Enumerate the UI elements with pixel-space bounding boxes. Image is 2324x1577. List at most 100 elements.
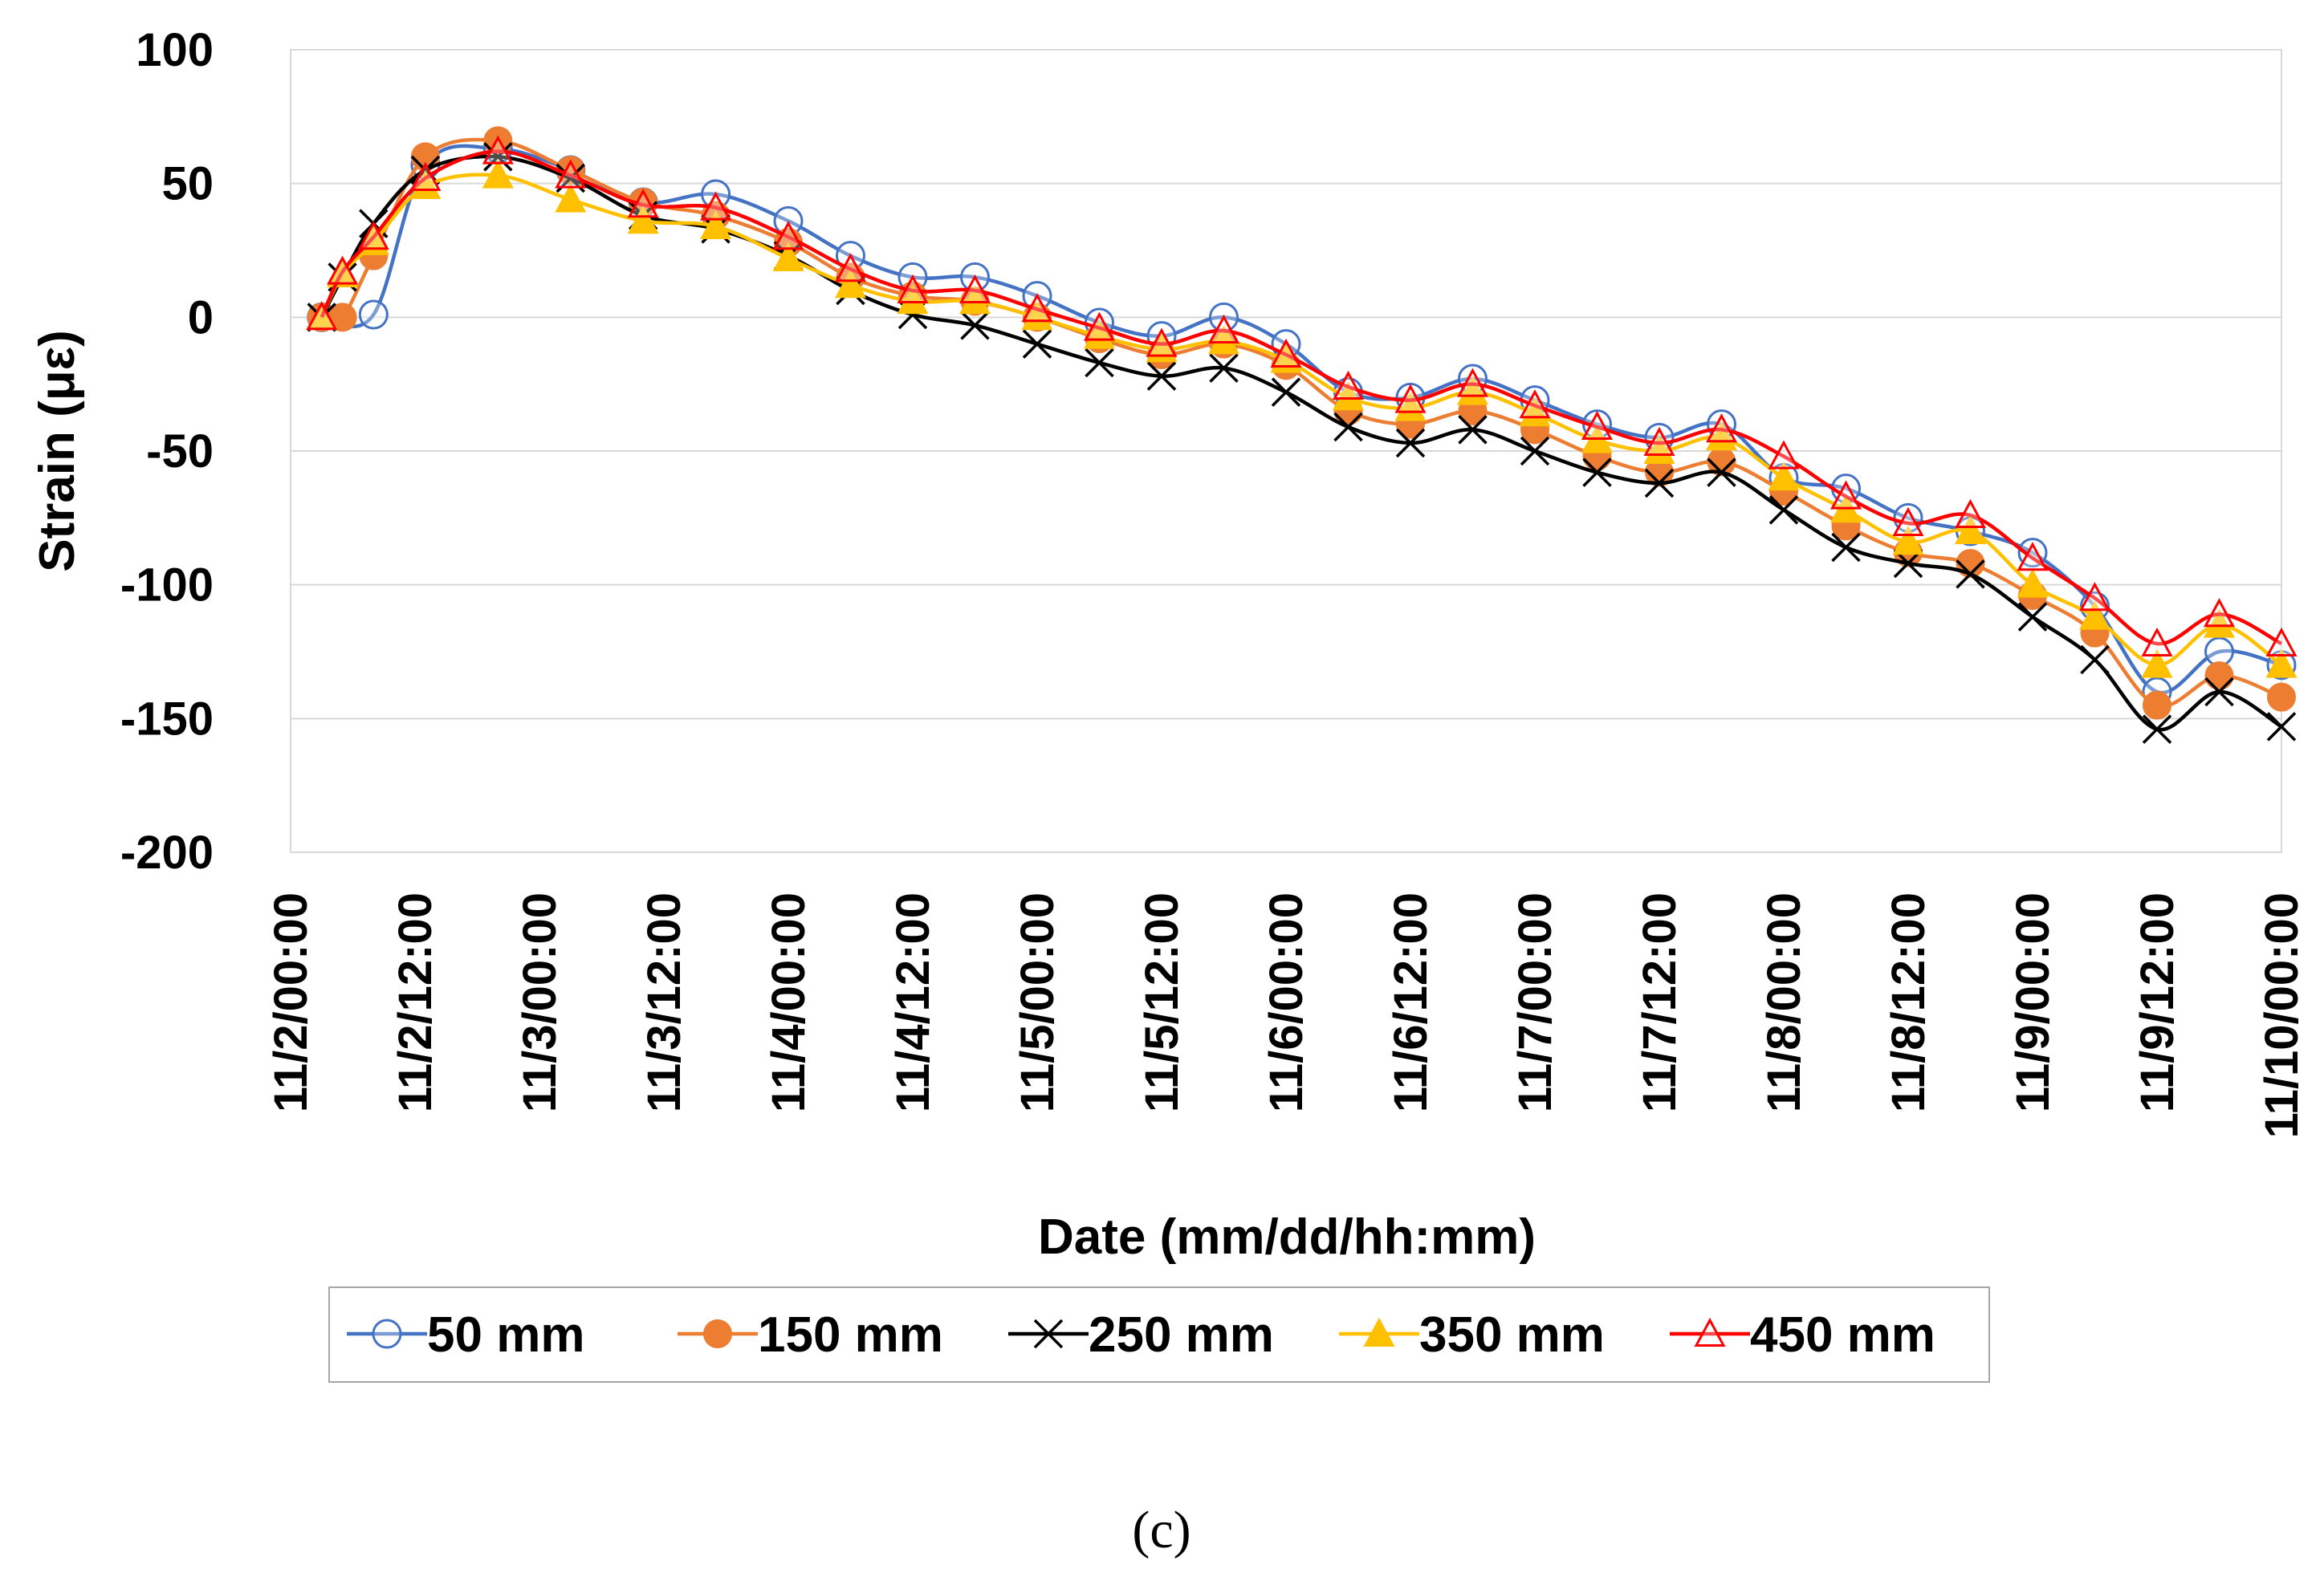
x-tick-label: 11/3/00:00 xyxy=(514,892,566,1112)
data-point xyxy=(2265,648,2298,678)
data-point xyxy=(555,159,587,189)
data-point xyxy=(772,221,804,250)
data-point xyxy=(1956,559,1985,589)
legend-item: 150 mm xyxy=(678,1307,943,1363)
y-tick-labels: 100 50 0 -50 -100 -150 -200 xyxy=(120,24,214,879)
legend-label: 450 mm xyxy=(1750,1307,1935,1363)
series-line xyxy=(321,144,2282,695)
data-point xyxy=(1146,361,1177,391)
y-tick-label: -50 xyxy=(146,425,214,478)
data-point xyxy=(1582,457,1612,487)
data-point xyxy=(2143,690,2171,720)
data-point xyxy=(2204,636,2234,667)
data-point xyxy=(358,299,389,330)
data-point xyxy=(2204,661,2234,690)
data-point xyxy=(2017,568,2049,598)
data-point xyxy=(1768,461,1800,491)
data-point xyxy=(1831,532,1861,563)
data-point xyxy=(2141,627,2173,656)
data-point xyxy=(897,274,929,303)
data-point xyxy=(958,274,991,303)
data-point xyxy=(1458,415,1488,445)
series-50-mm xyxy=(307,133,2297,707)
data-point xyxy=(483,142,513,172)
data-point xyxy=(2078,582,2111,612)
y-axis-title: Strain (με) xyxy=(30,330,85,572)
data-point xyxy=(1021,293,1053,323)
data-point xyxy=(627,189,659,218)
legend-marker xyxy=(1363,1317,1395,1347)
data-point xyxy=(2141,648,2173,678)
x-tick-label: 11/9/12:00 xyxy=(2131,892,2184,1112)
data-point xyxy=(2203,598,2236,628)
data-point xyxy=(1581,410,1614,440)
data-point xyxy=(1892,526,1924,555)
data-point xyxy=(1332,370,1365,400)
legend-label: 350 mm xyxy=(1419,1307,1605,1363)
data-point xyxy=(2080,644,2110,675)
data-point xyxy=(483,126,513,156)
series-line xyxy=(319,173,2283,667)
legend-item: 450 mm xyxy=(1670,1307,1935,1363)
data-point xyxy=(960,311,990,340)
data-point xyxy=(834,269,867,299)
data-point xyxy=(357,221,389,250)
y-tick-label: 0 xyxy=(188,291,214,343)
data-point xyxy=(1332,381,1365,411)
data-point xyxy=(2142,714,2172,744)
data-point xyxy=(555,183,587,213)
data-point xyxy=(1394,392,1427,421)
data-point xyxy=(700,209,732,239)
data-point xyxy=(834,253,867,282)
legend-label: 50 mm xyxy=(427,1307,584,1363)
data-point xyxy=(1207,314,1240,343)
data-point xyxy=(1271,377,1301,407)
data-point xyxy=(1643,426,1675,456)
x-tick-label: 11/3/12:00 xyxy=(638,892,690,1112)
data-point xyxy=(1892,506,1924,536)
legend-label: 250 mm xyxy=(1089,1307,1274,1363)
data-point xyxy=(1085,348,1114,378)
x-tick-label: 11/6/00:00 xyxy=(1260,892,1313,1112)
x-tick-label: 11/9/00:00 xyxy=(2007,892,2059,1112)
legend-marker xyxy=(1694,1317,1726,1347)
data-point xyxy=(1643,434,1675,464)
data-point xyxy=(1954,514,1987,544)
data-point xyxy=(2017,542,2049,571)
data-point xyxy=(1768,440,1800,469)
data-point xyxy=(1395,428,1426,458)
data-point xyxy=(1954,498,1987,528)
data-point xyxy=(1644,468,1675,498)
data-point xyxy=(482,159,514,189)
x-axis-title: Date (mm/dd/hh:mm) xyxy=(1038,1209,1536,1265)
data-point xyxy=(1520,436,1550,466)
data-point xyxy=(700,191,732,221)
x-tick-label: 11/2/00:00 xyxy=(265,892,317,1112)
legend-item: 50 mm xyxy=(347,1307,584,1363)
data-point xyxy=(1083,319,1116,349)
data-point xyxy=(1456,368,1489,397)
data-point xyxy=(1705,421,1738,451)
data-point xyxy=(482,135,514,165)
data-point xyxy=(627,205,659,234)
data-point xyxy=(2267,682,2296,712)
series-layer xyxy=(306,126,2298,744)
x-tick-label: 11/8/00:00 xyxy=(1758,892,1810,1112)
data-point xyxy=(1207,325,1240,355)
data-point xyxy=(2017,602,2048,632)
legend-marker xyxy=(372,1319,402,1349)
data-point xyxy=(1456,376,1489,405)
data-point xyxy=(1829,480,1862,510)
data-point xyxy=(409,161,442,191)
data-point xyxy=(2265,627,2298,656)
series-250-mm xyxy=(307,142,2297,744)
x-tick-label: 11/6/12:00 xyxy=(1385,892,1437,1112)
x-tick-labels: 11/2/00:00 11/2/12:00 11/3/00:00 11/3/12:00… xyxy=(265,892,2308,1138)
y-tick-label: 50 xyxy=(161,158,214,210)
data-point xyxy=(1333,412,1363,442)
legend-item: 350 mm xyxy=(1339,1307,1605,1363)
data-point xyxy=(1707,457,1736,487)
legend-marker xyxy=(1033,1319,1064,1349)
data-point xyxy=(1768,495,1799,525)
